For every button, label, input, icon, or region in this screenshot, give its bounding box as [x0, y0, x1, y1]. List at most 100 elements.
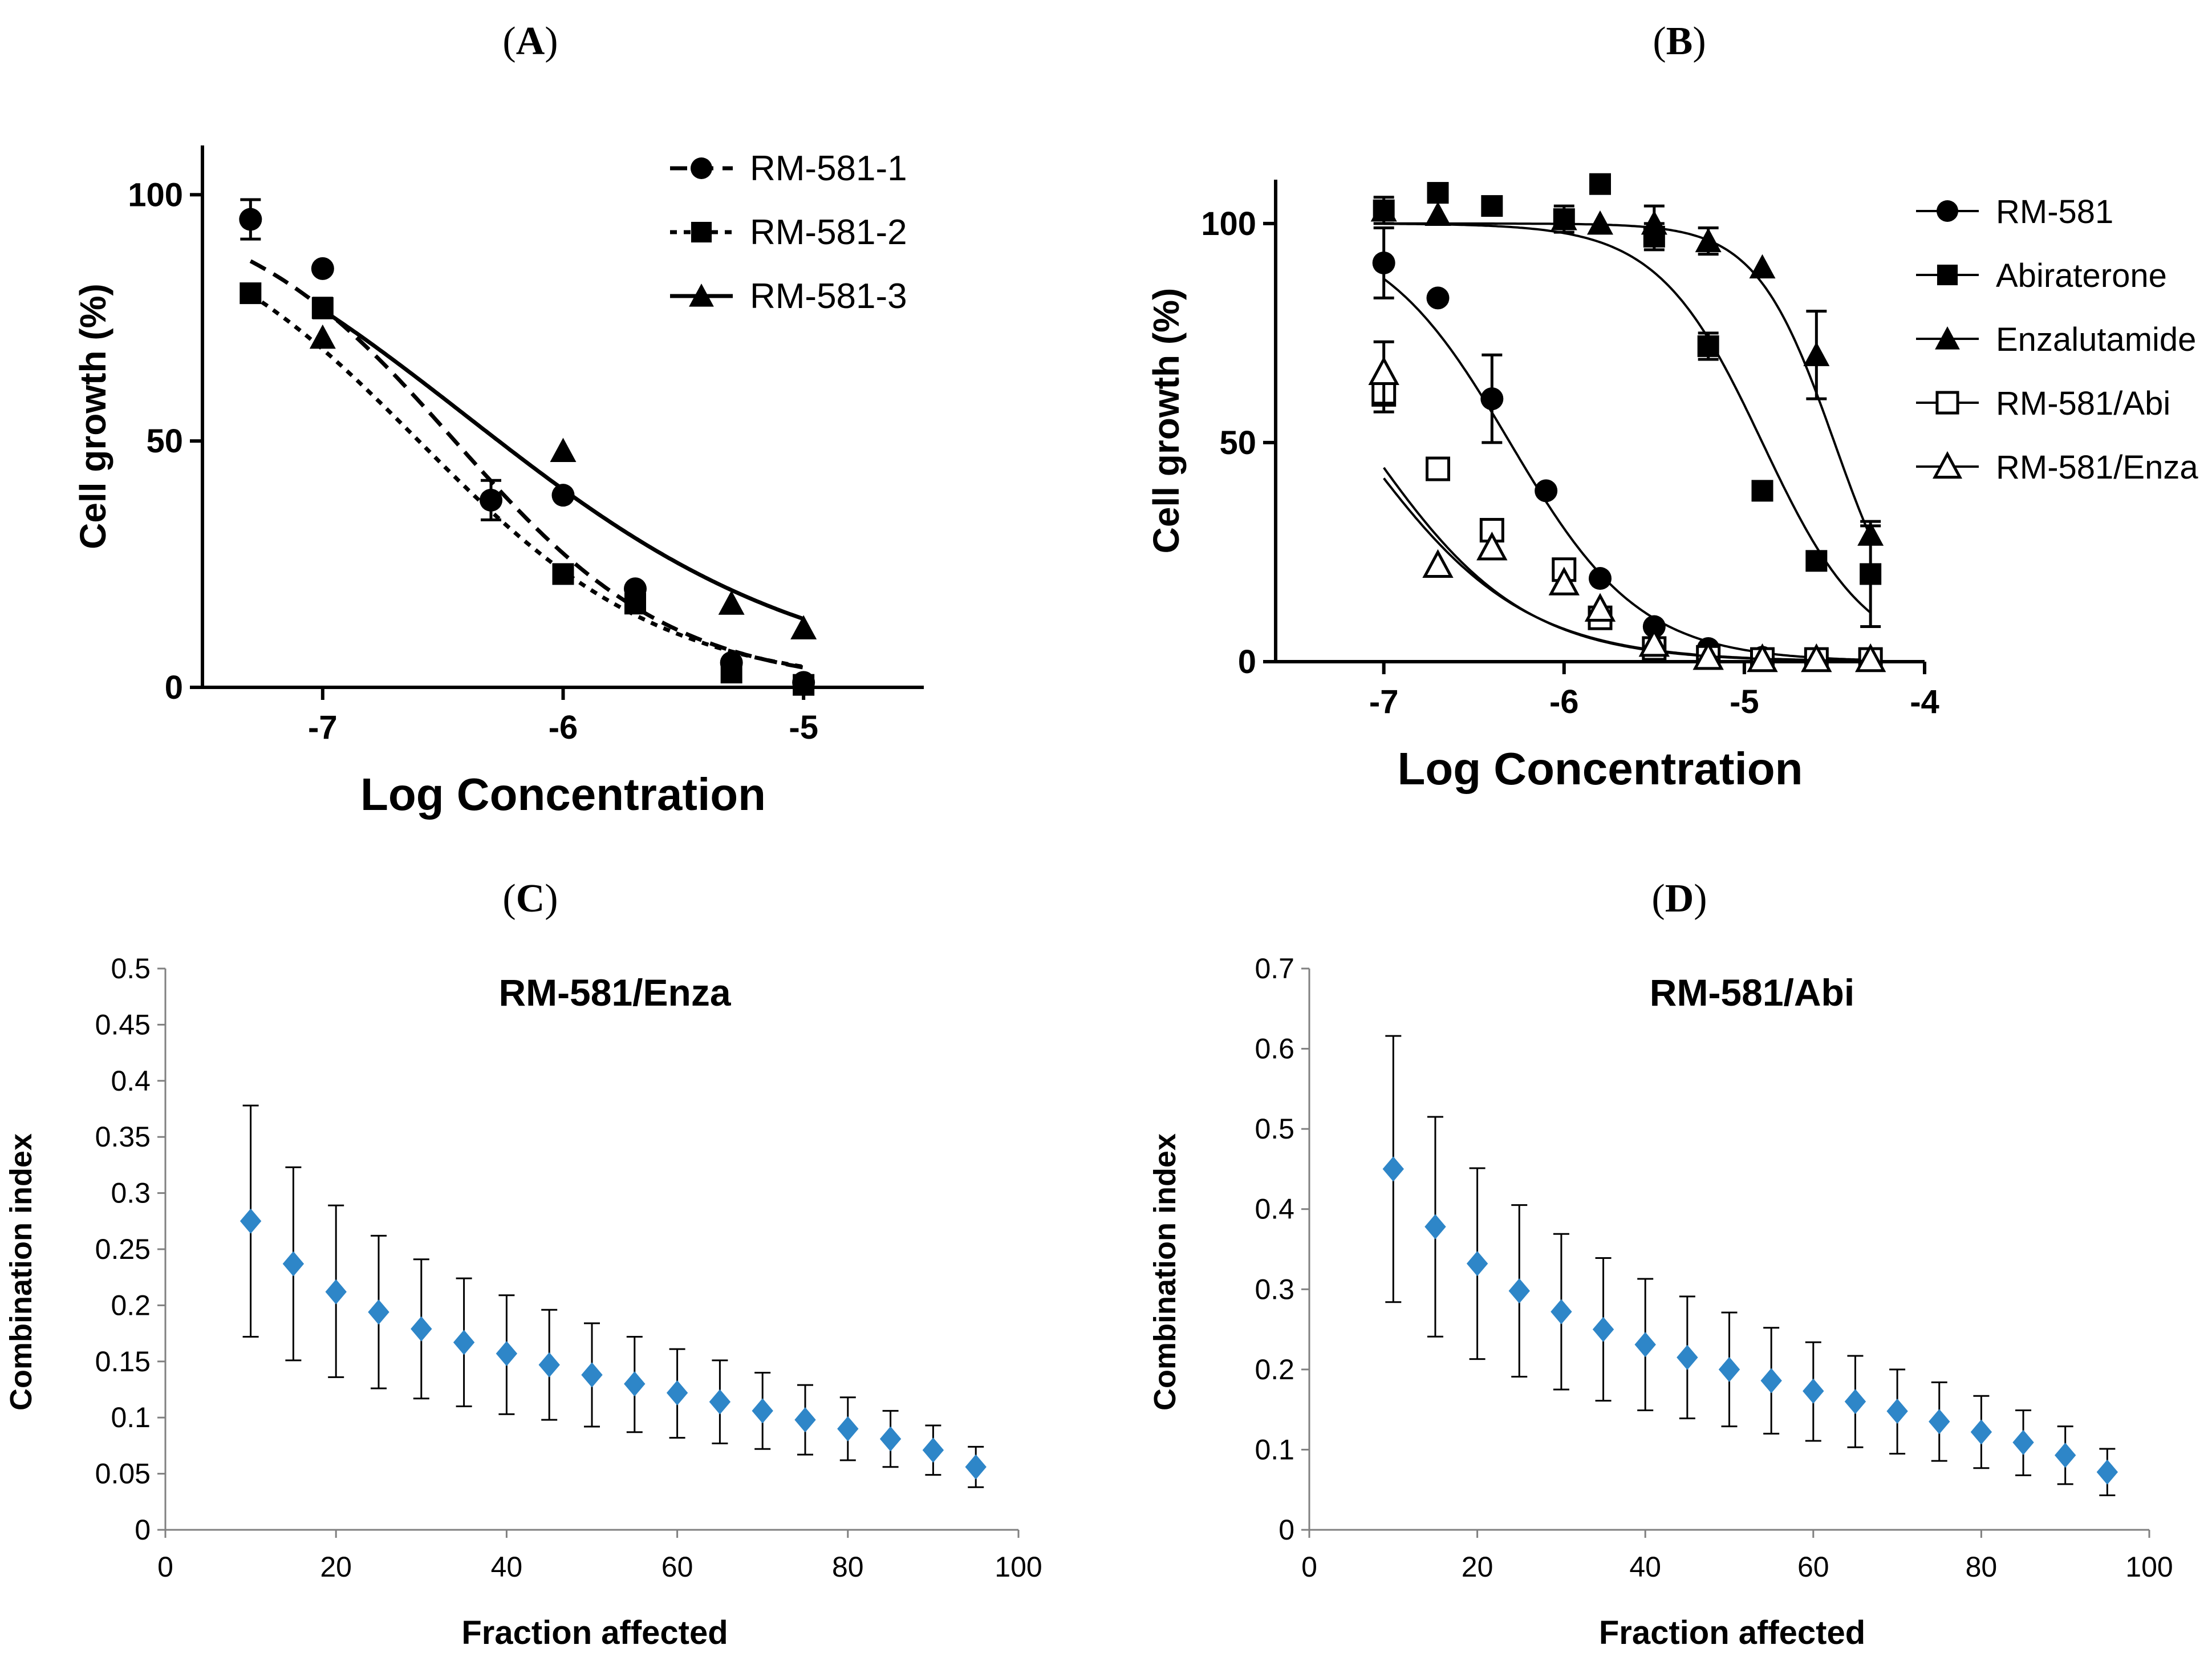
legend-label: RM-581-1 [750, 149, 907, 188]
data-point [1695, 228, 1722, 253]
y-axis-title: Combination index [4, 1133, 38, 1411]
data-point [325, 1279, 347, 1305]
data-point [1370, 197, 1397, 222]
data-point [1803, 1378, 1824, 1404]
y-tick-label: 0.6 [1255, 1033, 1294, 1065]
panel-label-letter: B [1666, 19, 1693, 63]
panel-label-close: ) [545, 877, 558, 921]
y-tick-label: 0.2 [1255, 1354, 1294, 1386]
x-tick-label: 20 [1462, 1551, 1493, 1583]
panel-label-open: ( [502, 877, 516, 921]
panel-label-open: ( [1651, 877, 1665, 921]
data-point [1801, 643, 1832, 673]
y-tick-label: 0.5 [1255, 1113, 1294, 1145]
y-tick-label: 0.4 [111, 1065, 151, 1097]
panel-label-close: ) [1693, 19, 1706, 63]
data-point [1372, 251, 1395, 274]
panel-A: (A) 0 50 100 -7 -6 -5 Log Concentration Cell gro… [72, 19, 924, 820]
data-point [240, 1208, 262, 1234]
fit-curve [1383, 222, 1872, 614]
legend-label: RM-581 [1996, 193, 2113, 230]
panel-label-open: ( [1653, 19, 1666, 63]
data-point [1424, 201, 1451, 226]
data-point [624, 593, 646, 615]
legend-label: RM-581-2 [750, 213, 907, 252]
data-point [1592, 1317, 1614, 1342]
fit-curve [249, 293, 804, 669]
y-tick-label: 0.1 [1255, 1433, 1294, 1465]
series-combination-index [1382, 1035, 2118, 1497]
data-point [240, 282, 262, 305]
data-point [1854, 643, 1886, 673]
legend-label: Enzalutamide [1996, 321, 2196, 358]
data-point [239, 208, 262, 231]
data-point [1760, 1368, 1782, 1394]
y-tick-label: 0.7 [1255, 953, 1294, 985]
x-tick-label: -7 [308, 709, 338, 746]
data-point [1929, 1409, 1950, 1435]
x-tick-label: 0 [1301, 1551, 1317, 1583]
y-axis-title: Cell growth (%) [72, 283, 113, 549]
data-point [1805, 550, 1828, 572]
data-point [1857, 521, 1884, 546]
data-point [666, 1380, 688, 1405]
y-tick-label: 0.35 [95, 1121, 151, 1153]
data-point [1584, 593, 1616, 622]
y-tick-label: 0 [165, 669, 183, 706]
data-point [1693, 641, 1724, 670]
panel-label-close: ) [545, 19, 558, 63]
data-point [879, 1426, 902, 1452]
data-point [309, 324, 336, 349]
x-tick-label: 100 [995, 1551, 1042, 1583]
x-tick-label: 60 [661, 1551, 693, 1583]
data-point [1587, 210, 1613, 235]
legend-marker [1935, 391, 1959, 415]
data-point [282, 1251, 305, 1277]
x-tick-label: 20 [320, 1551, 352, 1583]
data-point [1481, 195, 1503, 217]
y-tick-label: 0.3 [111, 1177, 151, 1209]
y-tick-label: 100 [128, 176, 183, 213]
panel-label: (A) [502, 19, 558, 63]
series-rm-581-2 [240, 282, 815, 696]
data-point [752, 1398, 773, 1424]
y-tick-label: 0.15 [95, 1346, 151, 1378]
y-tick-label: 50 [146, 423, 183, 460]
y-tick-label: 0.3 [1255, 1273, 1294, 1305]
data-point [1634, 1332, 1656, 1358]
panel-label-open: ( [502, 19, 516, 63]
legend-marker [1937, 264, 1958, 286]
fit-curve [1383, 278, 1871, 661]
chart-title: RM-581/Enza [498, 971, 731, 1014]
data-point [1749, 254, 1776, 279]
data-point [1589, 173, 1611, 195]
series-rm-581-3 [309, 308, 817, 639]
legend-label: RM-581/Enza [1996, 449, 2198, 486]
data-point [1508, 1278, 1530, 1304]
data-point [1426, 456, 1450, 481]
y-tick-label: 0.45 [95, 1008, 151, 1040]
y-tick-label: 0.4 [1255, 1193, 1294, 1225]
chart-title: RM-581/Abi [1650, 971, 1854, 1014]
x-tick-label: -5 [789, 709, 818, 746]
data-point [1589, 567, 1612, 590]
panel-label-letter: D [1665, 877, 1694, 921]
data-point [709, 1389, 731, 1415]
data-point [790, 615, 817, 639]
y-tick-label: 0 [1279, 1514, 1294, 1546]
y-tick-label: 0 [1238, 643, 1256, 680]
data-point [480, 488, 502, 512]
y-tick-label: 50 [1219, 424, 1256, 461]
data-point [1677, 1344, 1698, 1370]
data-point [1747, 643, 1778, 673]
data-point [720, 662, 742, 684]
data-point [793, 674, 815, 696]
y-axis-title: Combination index [1148, 1133, 1182, 1411]
data-point [718, 590, 745, 615]
panel-label-close: ) [1694, 877, 1707, 921]
data-point [1844, 1389, 1866, 1415]
legend-label: RM-581/Abi [1996, 385, 2170, 422]
y-tick-label: 0 [135, 1514, 151, 1546]
data-point [837, 1416, 859, 1441]
data-point [1476, 532, 1508, 561]
